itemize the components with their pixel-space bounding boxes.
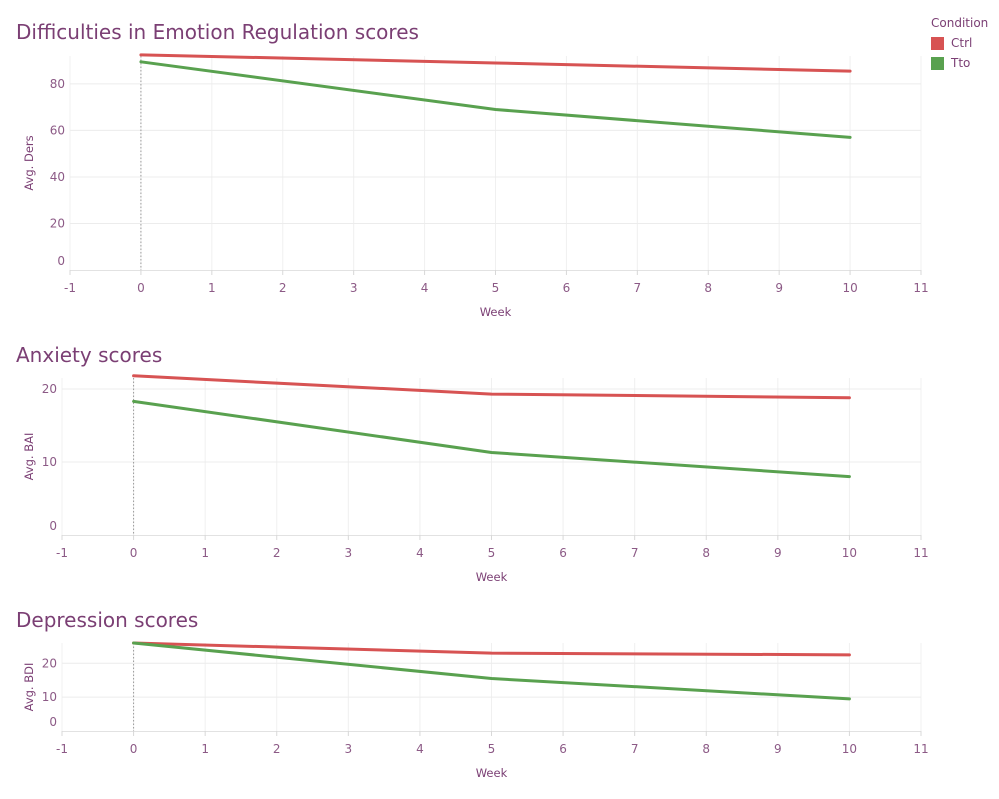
chart0-y-tick-label: 40 <box>50 170 65 184</box>
legend-label-tto: Tto <box>951 56 971 70</box>
chart1-x-axis-title: Week <box>476 570 508 584</box>
legend-item-ctrl[interactable]: Ctrl <box>931 33 988 53</box>
chart1-y-tick-label: 10 <box>42 455 57 469</box>
chart2-x-tick-label: 5 <box>488 742 496 756</box>
chart1-x-tick-label: 8 <box>702 546 710 560</box>
chart0-x-axis-title: Week <box>480 305 512 319</box>
chart2-x-tick-label: 3 <box>345 742 353 756</box>
depression-chart: 0 10 20 -1 0 1 2 3 4 5 6 7 8 9 10 11 Week Avg. BDI <box>22 641 929 780</box>
chart2-x-tick-label: 7 <box>631 742 639 756</box>
chart1-x-tick-label: 4 <box>416 546 424 560</box>
chart0-x-tick-label: 9 <box>775 281 783 295</box>
chart2-series-ctrl-line <box>132 641 851 657</box>
legend: Condition Ctrl Tto <box>931 16 988 73</box>
chart1-x-tick-label: -1 <box>56 546 68 560</box>
chart0-x-tick-label: -1 <box>64 281 76 295</box>
chart2-y-axis-title: Avg. BDI <box>22 663 36 712</box>
anxiety-chart: 0 10 20 -1 0 1 2 3 4 5 6 7 8 9 10 11 Week Avg. BAI <box>22 374 929 584</box>
chart2-x-axis-title: Week <box>476 766 508 780</box>
chart1-series-tto-line <box>132 399 851 479</box>
chart1-x-tick-label: 11 <box>913 546 928 560</box>
chart1-y-axis-title: Avg. BAI <box>22 433 36 481</box>
chart2-x-tick-label: 10 <box>842 742 857 756</box>
chart0-y-tick-label: 20 <box>50 216 65 230</box>
chart1-series-ctrl-line <box>132 374 851 400</box>
chart-title-ders: Difficulties in Emotion Regulation score… <box>16 20 419 44</box>
chart0-x-tick-label: 3 <box>350 281 358 295</box>
chart0-x-tick-label: 7 <box>634 281 642 295</box>
chart0-x-tick-label: 11 <box>913 281 928 295</box>
chart0-x-tick-label: 8 <box>704 281 712 295</box>
chart2-x-tick-label: 9 <box>774 742 782 756</box>
chart0-y-tick-label: 80 <box>50 77 65 91</box>
legend-swatch-ctrl <box>931 36 944 50</box>
chart1-x-tick-label: 5 <box>488 546 496 560</box>
chart1-y-tick-label: 20 <box>42 382 57 396</box>
chart2-x-tick-label: 8 <box>702 742 710 756</box>
chart2-x-tick-label: 11 <box>913 742 928 756</box>
chart2-y-tick-label: 10 <box>42 690 57 704</box>
chart2-y-tick-label: 20 <box>42 656 57 670</box>
chart0-y-tick-label: 0 <box>57 254 65 268</box>
chart0-x-tick-label: 2 <box>279 281 287 295</box>
chart1-x-tick-label: 3 <box>345 546 353 560</box>
legend-label-ctrl: Ctrl <box>951 36 973 50</box>
chart1-y-tick-label: 0 <box>49 519 57 533</box>
chart2-x-tick-label: 2 <box>273 742 281 756</box>
chart1-x-tick-label: 9 <box>774 546 782 560</box>
legend-swatch-tto <box>931 56 944 70</box>
chart1-x-tick-label: 1 <box>201 546 209 560</box>
chart0-y-tick-label: 60 <box>50 123 65 137</box>
chart-title-anxiety: Anxiety scores <box>16 343 163 367</box>
chart2-series-tto-line <box>132 641 851 701</box>
chart0-x-tick-label: 0 <box>137 281 145 295</box>
chart1-x-tick-label: 0 <box>130 546 138 560</box>
chart0-series-tto-line <box>139 60 852 139</box>
ders-chart: 0 20 40 60 80 -1 0 1 2 3 4 5 6 7 8 9 10 11 Week Avg. Ders <box>22 53 929 319</box>
chart2-x-tick-label: 0 <box>130 742 138 756</box>
chart1-x-tick-label: 7 <box>631 546 639 560</box>
chart2-y-tick-label: 0 <box>49 715 57 729</box>
legend-item-tto[interactable]: Tto <box>931 53 988 73</box>
chart0-y-axis-title: Avg. Ders <box>22 135 36 190</box>
chart0-x-tick-label: 6 <box>563 281 571 295</box>
legend-title: Condition <box>931 16 989 30</box>
chart2-x-tick-label: 1 <box>201 742 209 756</box>
chart0-x-tick-label: 1 <box>208 281 216 295</box>
chart2-x-tick-label: -1 <box>56 742 68 756</box>
chart2-x-tick-label: 4 <box>416 742 424 756</box>
chart-title-depression: Depression scores <box>16 608 199 632</box>
chart2-x-tick-label: 6 <box>559 742 567 756</box>
chart1-x-tick-label: 2 <box>273 546 281 560</box>
chart0-x-tick-label: 5 <box>492 281 500 295</box>
chart0-x-tick-label: 4 <box>421 281 429 295</box>
chart1-x-tick-label: 10 <box>842 546 857 560</box>
chart0-x-tick-label: 10 <box>842 281 857 295</box>
chart0-series-ctrl-line <box>139 53 852 73</box>
chart1-x-tick-label: 6 <box>559 546 567 560</box>
